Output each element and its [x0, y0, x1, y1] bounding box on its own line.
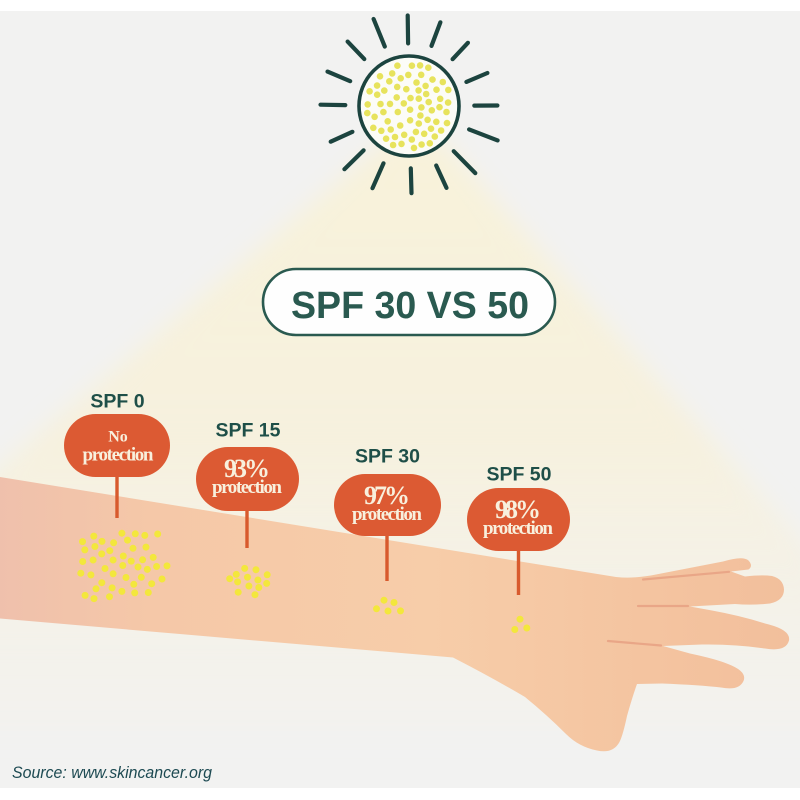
svg-text:protection: protection — [212, 477, 282, 498]
svg-text:SPF 30: SPF 30 — [355, 446, 420, 468]
svg-text:97%: 97% — [364, 481, 410, 510]
svg-text:Source: www.skincancer.org: Source: www.skincancer.org — [12, 764, 212, 782]
svg-text:98%: 98% — [495, 495, 541, 524]
svg-text:protection: protection — [83, 445, 154, 466]
svg-text:SPF 15: SPF 15 — [215, 420, 280, 442]
svg-text:SPF 0: SPF 0 — [90, 391, 144, 413]
svg-text:SPF 50: SPF 50 — [486, 464, 551, 486]
svg-text:protection: protection — [483, 518, 553, 539]
svg-text:No: No — [108, 429, 128, 446]
svg-text:93%: 93% — [224, 454, 270, 483]
svg-text:SPF 30 VS 50: SPF 30 VS 50 — [291, 285, 529, 327]
svg-text:protection: protection — [352, 504, 422, 525]
